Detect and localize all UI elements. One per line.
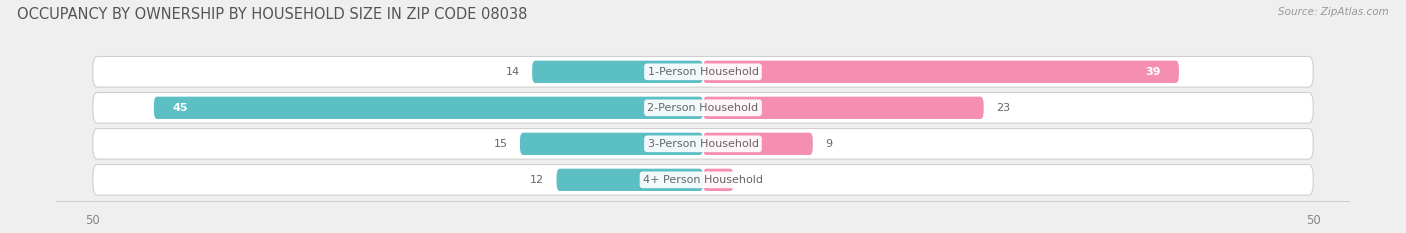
FancyBboxPatch shape	[531, 61, 703, 83]
Text: 15: 15	[494, 139, 508, 149]
Text: Source: ZipAtlas.com: Source: ZipAtlas.com	[1278, 7, 1389, 17]
FancyBboxPatch shape	[703, 133, 813, 155]
Text: 1-Person Household: 1-Person Household	[648, 67, 758, 77]
Text: 2-Person Household: 2-Person Household	[647, 103, 759, 113]
Text: 23: 23	[995, 103, 1010, 113]
Text: 4+ Person Household: 4+ Person Household	[643, 175, 763, 185]
FancyBboxPatch shape	[703, 169, 734, 191]
FancyBboxPatch shape	[93, 56, 1313, 87]
FancyBboxPatch shape	[703, 97, 984, 119]
Text: 9: 9	[825, 139, 832, 149]
Text: OCCUPANCY BY OWNERSHIP BY HOUSEHOLD SIZE IN ZIP CODE 08038: OCCUPANCY BY OWNERSHIP BY HOUSEHOLD SIZE…	[17, 7, 527, 22]
Text: 12: 12	[530, 175, 544, 185]
FancyBboxPatch shape	[703, 61, 1178, 83]
Text: 39: 39	[1144, 67, 1160, 77]
Text: 14: 14	[506, 67, 520, 77]
FancyBboxPatch shape	[93, 129, 1313, 159]
Text: 3-Person Household: 3-Person Household	[648, 139, 758, 149]
Text: 45: 45	[172, 103, 187, 113]
Text: 0: 0	[745, 175, 752, 185]
FancyBboxPatch shape	[93, 93, 1313, 123]
FancyBboxPatch shape	[93, 164, 1313, 195]
FancyBboxPatch shape	[153, 97, 703, 119]
FancyBboxPatch shape	[557, 169, 703, 191]
FancyBboxPatch shape	[520, 133, 703, 155]
